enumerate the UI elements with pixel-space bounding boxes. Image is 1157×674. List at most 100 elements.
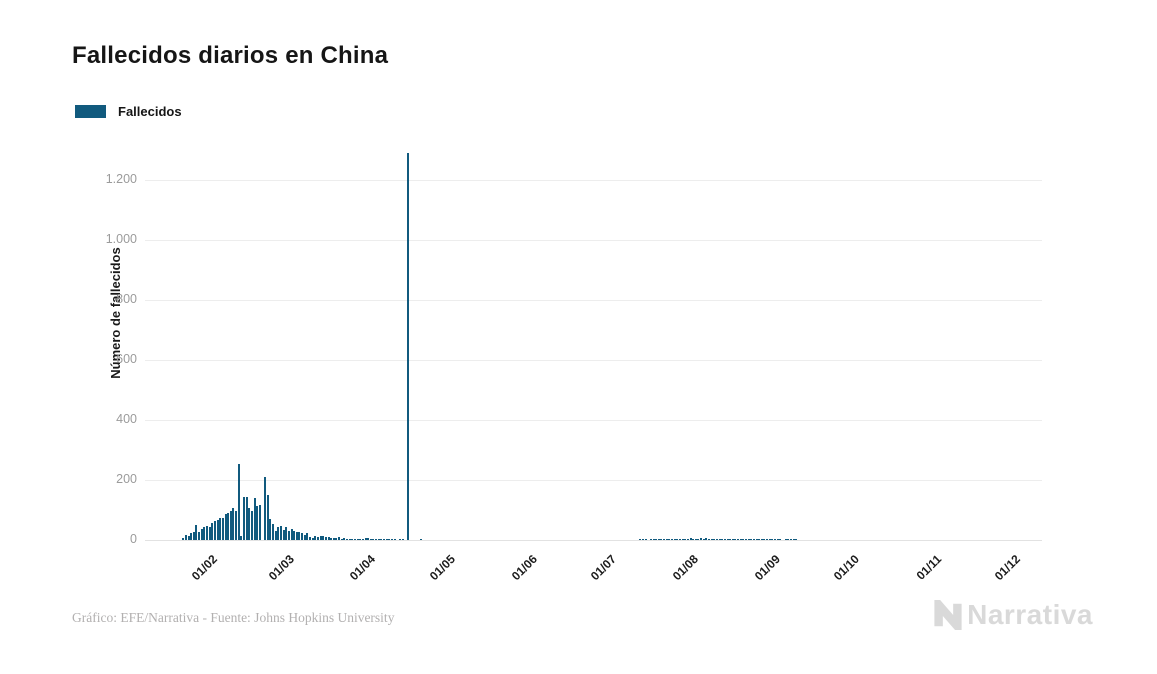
bar bbox=[779, 539, 782, 540]
x-tick-label: 01/05 bbox=[426, 552, 458, 584]
bar bbox=[702, 538, 705, 540]
bar bbox=[190, 532, 193, 540]
gridline-800 bbox=[145, 300, 1042, 301]
bar bbox=[295, 531, 298, 540]
bar bbox=[747, 539, 750, 540]
bar bbox=[689, 538, 692, 540]
bar bbox=[787, 539, 790, 540]
bar bbox=[211, 522, 214, 540]
bar bbox=[195, 525, 198, 540]
gridline-600 bbox=[145, 360, 1042, 361]
x-tick-label: 01/10 bbox=[830, 552, 862, 584]
bar bbox=[729, 539, 732, 540]
bar bbox=[792, 539, 795, 540]
bar bbox=[744, 539, 747, 540]
y-tick-label: 1.000 bbox=[105, 232, 137, 246]
bar bbox=[763, 539, 766, 540]
bar bbox=[420, 539, 422, 540]
bar bbox=[322, 536, 325, 540]
bar bbox=[232, 507, 235, 540]
source-credit: Gráfico: EFE/Narrativa - Fuente: Johns H… bbox=[72, 610, 395, 625]
bar bbox=[298, 531, 301, 540]
bar bbox=[316, 537, 319, 540]
bar bbox=[726, 538, 729, 540]
bar bbox=[398, 539, 401, 540]
x-tick-label: 01/09 bbox=[751, 552, 783, 584]
bar bbox=[676, 539, 679, 540]
gridline-400 bbox=[145, 420, 1042, 421]
bar bbox=[343, 537, 346, 540]
bar bbox=[641, 539, 644, 540]
bar bbox=[372, 539, 375, 540]
x-tick-label: 01/03 bbox=[265, 552, 297, 584]
bar bbox=[766, 539, 769, 540]
bar bbox=[388, 539, 391, 540]
bar bbox=[708, 538, 710, 540]
bar bbox=[243, 496, 245, 540]
bar bbox=[306, 533, 309, 540]
bar bbox=[652, 539, 655, 540]
bar bbox=[401, 539, 404, 540]
bar bbox=[216, 520, 219, 540]
bar bbox=[750, 539, 753, 540]
x-tick-label: 01/12 bbox=[991, 552, 1024, 584]
bar bbox=[187, 535, 190, 540]
y-tick-label: 0 bbox=[130, 532, 137, 546]
bar bbox=[240, 536, 243, 540]
bar bbox=[644, 539, 647, 540]
narrativa-logo-text: Narrativa bbox=[967, 599, 1093, 630]
bar bbox=[678, 538, 681, 540]
x-tick-label: 01/11 bbox=[913, 552, 944, 583]
bar bbox=[208, 526, 211, 540]
chart-title: Fallecidos diarios en China bbox=[72, 42, 389, 69]
bar bbox=[182, 537, 185, 540]
bar bbox=[369, 538, 372, 540]
bar bbox=[673, 539, 676, 540]
bar bbox=[668, 538, 671, 540]
bar bbox=[200, 528, 203, 540]
y-tick-label: 200 bbox=[116, 472, 137, 486]
bar bbox=[346, 538, 348, 540]
bar bbox=[758, 539, 761, 540]
bar bbox=[280, 525, 282, 540]
bar bbox=[723, 538, 726, 540]
bar bbox=[324, 536, 327, 540]
bar bbox=[224, 514, 227, 540]
y-tick-label: 400 bbox=[116, 412, 137, 426]
bar bbox=[213, 520, 216, 540]
gridline-200 bbox=[145, 480, 1042, 481]
bar bbox=[353, 539, 356, 540]
bar bbox=[639, 539, 642, 540]
bar bbox=[742, 539, 745, 540]
bar bbox=[700, 538, 702, 540]
bar bbox=[739, 539, 742, 540]
bar bbox=[272, 524, 274, 540]
bar bbox=[367, 538, 370, 540]
bar bbox=[221, 518, 224, 540]
bar bbox=[686, 538, 689, 540]
bar bbox=[660, 539, 663, 540]
bar bbox=[715, 538, 718, 540]
narrativa-logo-icon bbox=[934, 600, 962, 630]
bar bbox=[705, 537, 708, 540]
bar bbox=[406, 153, 409, 540]
bar bbox=[258, 504, 261, 540]
bar bbox=[285, 527, 288, 540]
bar bbox=[266, 495, 269, 540]
bar bbox=[380, 539, 383, 540]
bar bbox=[269, 518, 272, 540]
bar bbox=[774, 539, 776, 540]
bar bbox=[694, 539, 697, 540]
bar bbox=[657, 539, 660, 540]
bar bbox=[364, 537, 367, 540]
bar bbox=[277, 526, 280, 540]
gridline-0 bbox=[145, 540, 1042, 541]
bar bbox=[697, 538, 700, 540]
bar bbox=[282, 529, 285, 540]
x-tick-label: 01/04 bbox=[347, 552, 379, 584]
bar bbox=[229, 510, 232, 540]
bar bbox=[671, 538, 673, 540]
bar bbox=[301, 533, 304, 540]
